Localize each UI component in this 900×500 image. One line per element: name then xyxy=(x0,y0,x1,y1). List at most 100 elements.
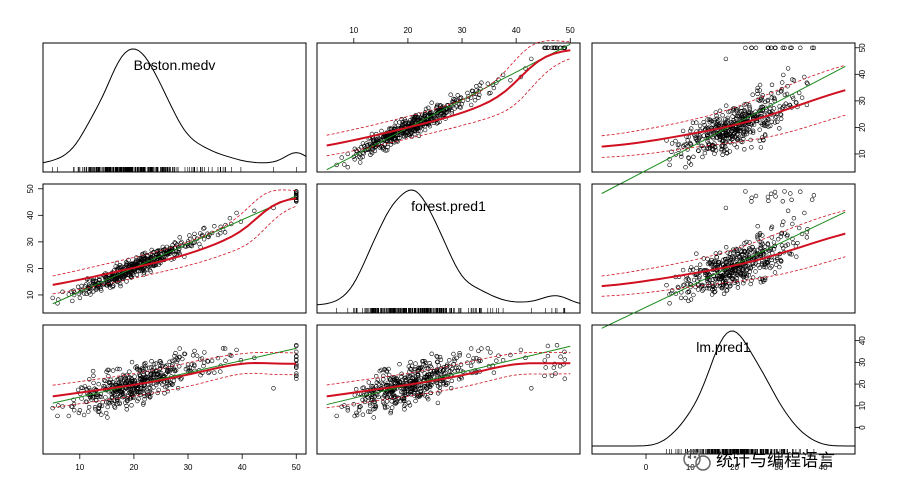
data-point xyxy=(751,263,756,269)
data-point xyxy=(167,359,172,364)
data-point xyxy=(366,409,371,414)
data-point xyxy=(135,259,141,265)
data-point xyxy=(170,243,175,248)
data-point xyxy=(765,242,770,247)
data-point xyxy=(763,119,769,124)
data-point xyxy=(790,221,795,227)
data-point xyxy=(771,240,777,245)
data-point xyxy=(410,115,415,120)
data-point xyxy=(177,346,182,351)
data-point xyxy=(713,276,718,282)
data-point xyxy=(151,375,157,380)
data-point xyxy=(715,118,721,123)
data-point xyxy=(558,354,563,359)
data-point xyxy=(457,353,462,358)
data-point xyxy=(71,288,76,293)
data-point xyxy=(435,354,440,360)
linear-fit-line xyxy=(52,195,297,305)
data-point xyxy=(716,276,721,281)
data-point xyxy=(745,115,750,120)
data-point xyxy=(452,101,457,106)
data-point xyxy=(724,133,729,138)
data-point xyxy=(781,72,786,78)
data-point xyxy=(174,251,180,257)
data-point xyxy=(215,355,221,361)
data-point xyxy=(722,138,728,144)
data-point xyxy=(406,120,412,125)
panel-frame xyxy=(591,42,856,173)
data-point xyxy=(198,373,203,378)
data-point xyxy=(740,267,745,272)
data-point xyxy=(361,385,366,390)
data-point xyxy=(468,363,474,368)
data-point xyxy=(545,45,551,50)
data-point xyxy=(91,278,96,283)
data-point xyxy=(428,382,433,387)
data-point xyxy=(403,377,409,383)
data-point xyxy=(687,268,693,273)
data-point xyxy=(360,412,366,417)
data-point xyxy=(401,131,406,136)
data-point xyxy=(694,120,699,125)
data-point xyxy=(772,115,778,120)
data-point xyxy=(744,271,749,277)
data-point xyxy=(153,361,159,366)
data-point xyxy=(426,397,431,402)
data-point xyxy=(780,45,785,50)
data-point xyxy=(686,298,691,304)
linear-fit-line xyxy=(601,66,846,194)
data-point xyxy=(750,244,755,250)
data-point xyxy=(734,116,739,122)
data-point xyxy=(129,275,134,280)
y-tick-label: 30 xyxy=(26,237,35,246)
data-point xyxy=(720,138,726,143)
data-point xyxy=(508,78,513,83)
data-point xyxy=(294,343,299,349)
data-point xyxy=(383,148,388,153)
data-point xyxy=(696,148,701,154)
data-point xyxy=(436,363,441,368)
data-point xyxy=(695,287,701,292)
data-point xyxy=(758,280,764,285)
data-point xyxy=(742,147,747,152)
data-point xyxy=(114,397,120,402)
data-point xyxy=(748,129,753,135)
data-point xyxy=(131,387,137,392)
panel-frame xyxy=(42,324,307,455)
data-point xyxy=(139,268,144,273)
data-point xyxy=(122,376,128,381)
data-point xyxy=(406,364,411,369)
data-point xyxy=(738,126,743,131)
y-tick-label: 20 xyxy=(858,122,867,131)
data-point xyxy=(402,403,407,409)
data-point xyxy=(435,384,441,389)
data-point xyxy=(686,155,691,161)
data-point xyxy=(744,131,749,137)
data-point xyxy=(424,374,430,380)
data-point xyxy=(76,410,82,416)
data-point xyxy=(173,240,178,246)
data-point xyxy=(720,257,726,263)
data-point xyxy=(809,197,815,202)
data-point xyxy=(398,398,403,404)
data-point xyxy=(155,390,160,396)
data-point xyxy=(735,128,741,134)
data-point xyxy=(549,373,555,378)
data-point xyxy=(192,348,197,354)
data-point xyxy=(488,350,493,355)
data-point xyxy=(478,358,483,364)
data-point xyxy=(725,275,730,281)
data-point xyxy=(747,105,752,110)
data-point xyxy=(424,386,429,391)
data-point xyxy=(749,278,754,283)
data-point xyxy=(112,404,117,409)
smooth-fit-line xyxy=(52,197,297,286)
data-point xyxy=(485,81,490,86)
ticks-layer: 10 20 30 40 50 0 10 20 30 40 10 20 30 40 50 10 20 30 40 50 1… xyxy=(26,26,867,472)
data-point xyxy=(757,127,762,132)
data-point xyxy=(105,404,110,410)
data-point xyxy=(739,105,744,111)
data-point xyxy=(93,398,99,403)
data-point xyxy=(723,117,728,122)
data-point xyxy=(352,146,357,152)
